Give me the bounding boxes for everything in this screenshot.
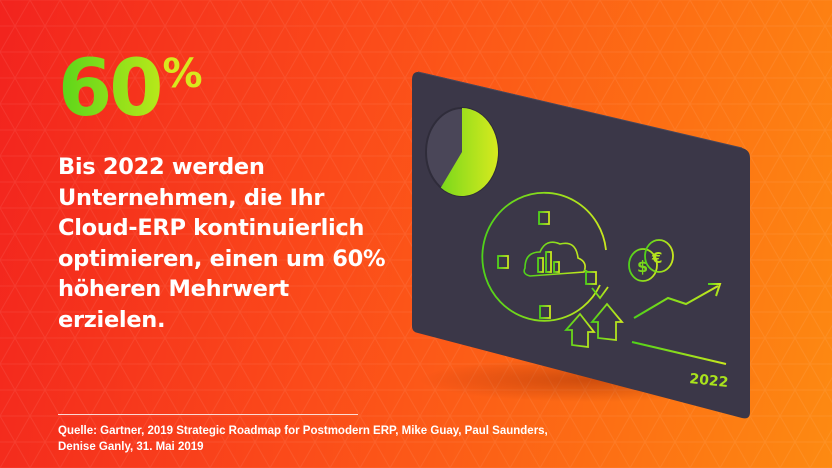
euro-coin-icon: €	[644, 239, 674, 273]
source-citation: Quelle: Gartner, 2019 Strategic Roadmap …	[58, 425, 548, 453]
pie-chart-icon	[425, 107, 499, 197]
svg-text:€: €	[651, 249, 662, 267]
divider	[58, 414, 358, 415]
stat-value: 60	[58, 44, 164, 134]
dollar-coin-icon: $	[628, 248, 658, 282]
year-label: 2022	[689, 371, 729, 391]
svg-text:$: $	[637, 257, 648, 276]
axis-baseline	[631, 341, 727, 365]
up-arrows-icon	[564, 302, 624, 349]
stat-figure: 60 %	[58, 50, 203, 128]
headline: Bis 2022 werden Unternehmen, die Ihr Clo…	[58, 154, 386, 333]
stat-unit: %	[162, 51, 203, 97]
trend-arrow-icon	[633, 283, 722, 319]
cloud-bar-chart-icon	[481, 191, 609, 322]
